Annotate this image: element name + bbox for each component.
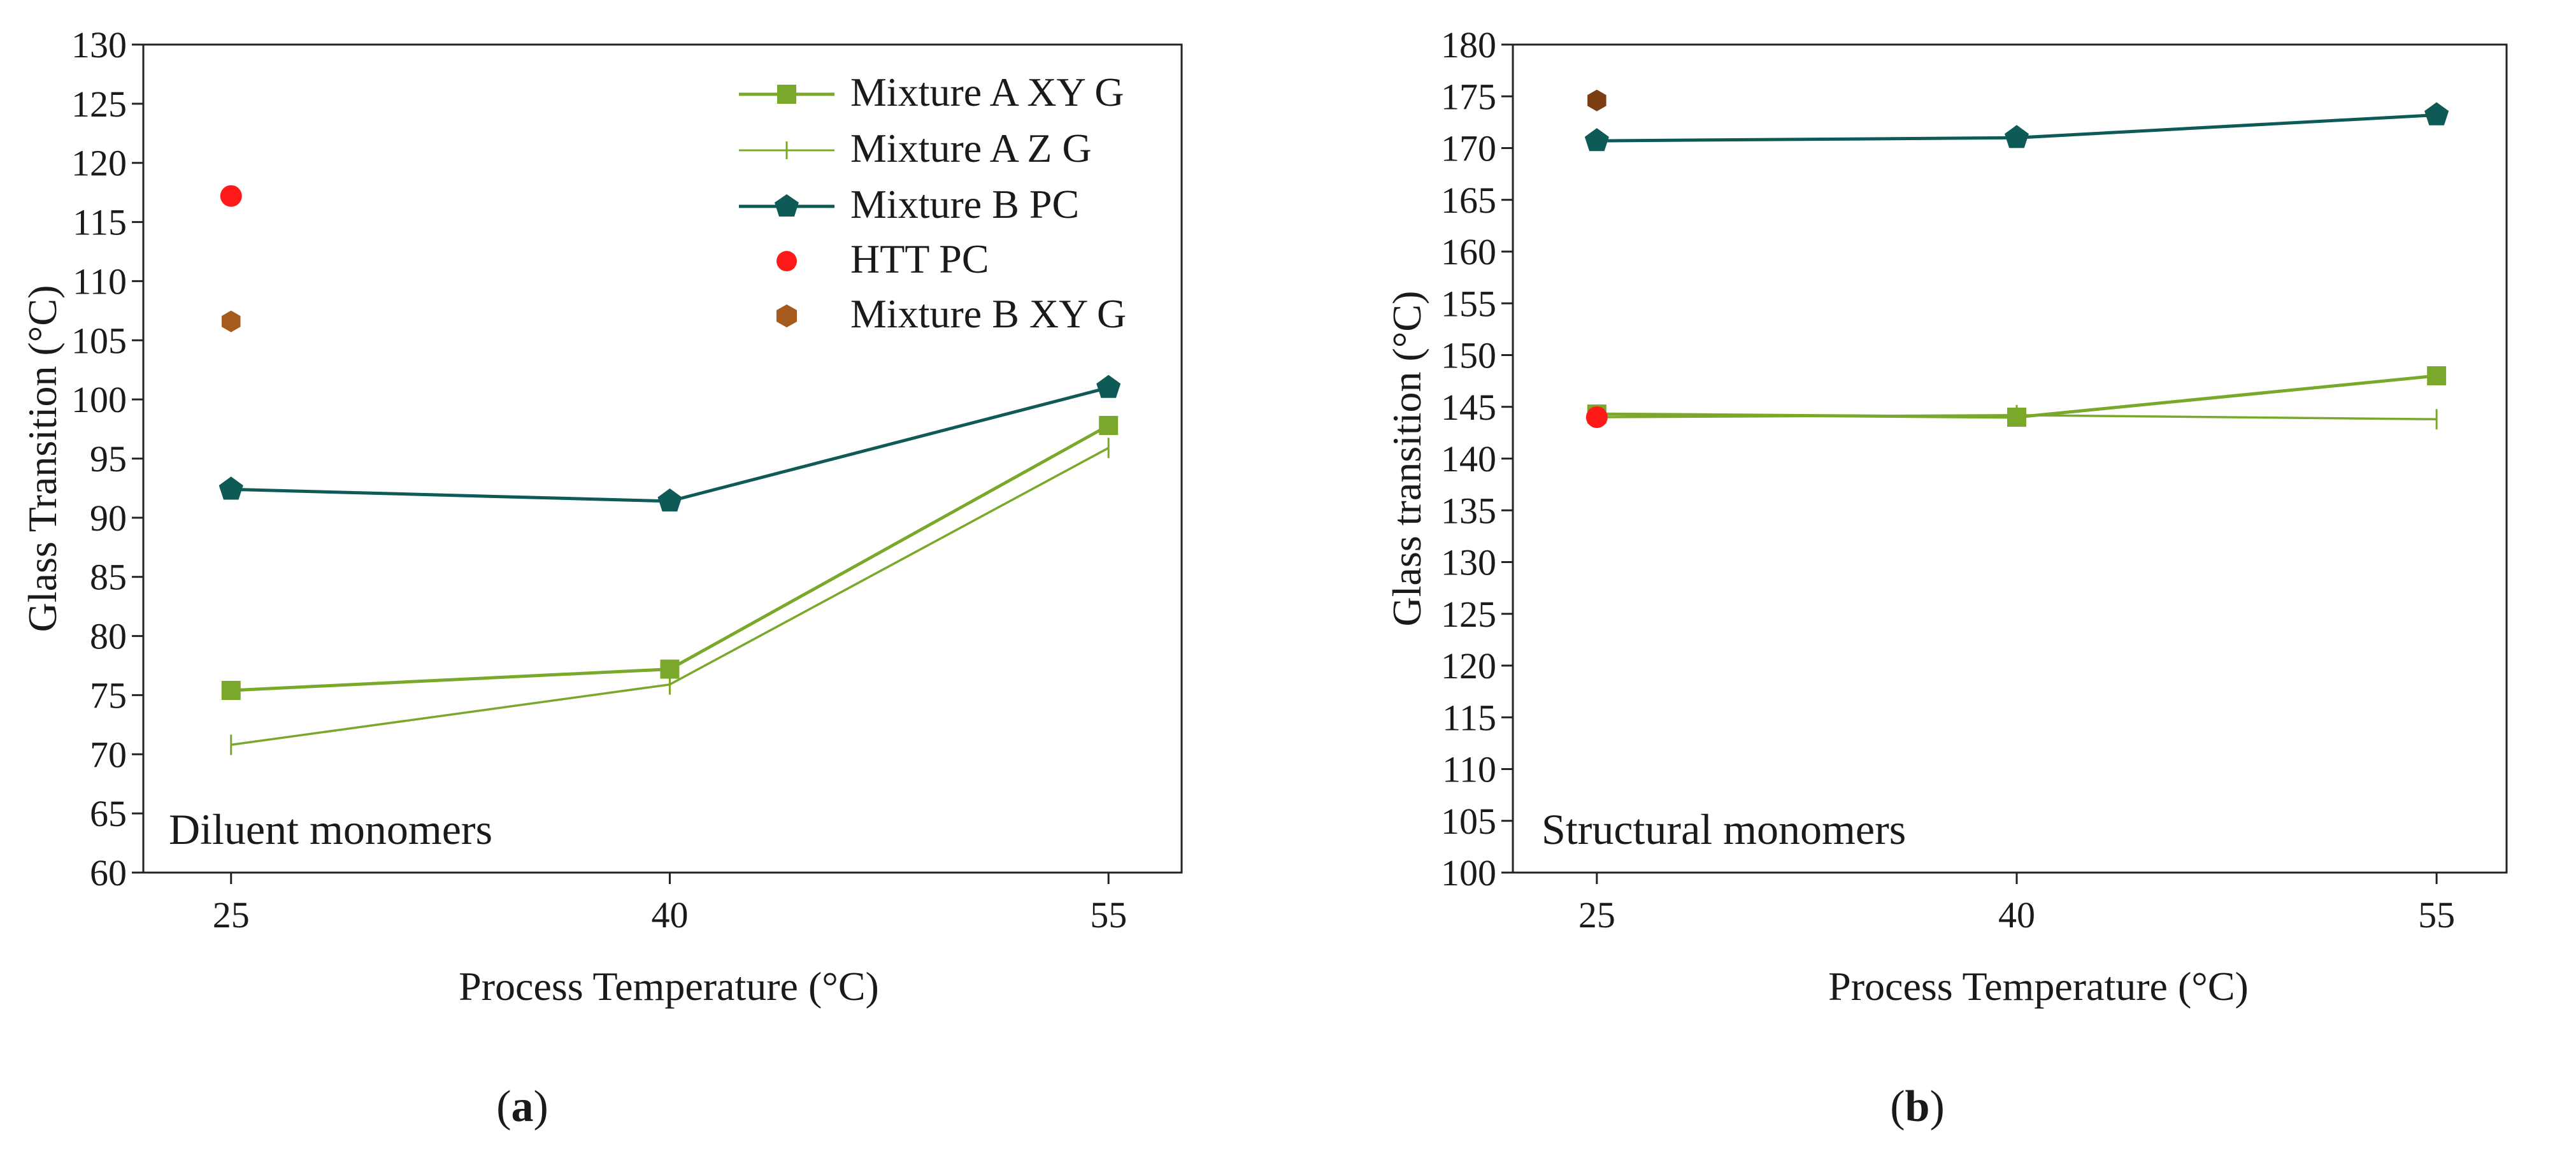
y-tick-label: 175 [1441, 76, 1496, 117]
data-point [222, 310, 241, 332]
y-tick-label: 130 [71, 24, 127, 66]
panel-annotation: Diluent monomers [169, 805, 492, 853]
legend-entry-mixture-a-z-g: Mixture A Z G [739, 125, 1092, 171]
y-tick-label: 155 [1441, 283, 1496, 324]
legend-entry-mixture-b-xy-g: Mixture B XY G [776, 291, 1126, 336]
series-mixture-b-pc [218, 375, 1121, 511]
y-tick-label: 85 [90, 557, 127, 598]
chart-panel-a: 60 65 70 75 80 85 90 95 100 105 110 115 120 125 130 25… [20, 24, 1183, 1131]
data-point [2427, 366, 2447, 385]
panel-label: (b) [1890, 1082, 1945, 1131]
series-layer [1584, 89, 2449, 430]
y-tick-label: 150 [1441, 335, 1496, 376]
y-tick-label: 140 [1441, 438, 1496, 480]
y-tick-label: 105 [71, 320, 127, 361]
legend-entry-htt-pc: HTT PC [776, 236, 989, 282]
legend-entry-mixture-b-pc: Mixture B PC [739, 182, 1079, 227]
y-axis-ticks: 60 65 70 75 80 85 90 95 100 105 110 115 120 125 130 [71, 24, 143, 894]
y-tick-label: 100 [71, 379, 127, 420]
legend-label: Mixture B XY G [850, 291, 1126, 336]
legend-label: Mixture A Z G [850, 125, 1092, 171]
series-mixture-b-pc [1584, 102, 2449, 152]
legend: Mixture A XY G Mixture A Z G Mixture B P… [739, 69, 1126, 336]
series-mixture-a-z-g [230, 438, 1110, 755]
y-tick-label: 90 [90, 497, 127, 539]
x-axis-ticks: 25 40 55 [213, 873, 1127, 936]
x-tick-label: 55 [2418, 894, 2455, 936]
data-point [221, 681, 241, 700]
x-tick-label: 55 [1090, 894, 1127, 936]
y-tick-label: 95 [90, 438, 127, 480]
series-htt-pc [220, 185, 242, 207]
data-point [1099, 416, 1119, 435]
y-tick-label: 115 [73, 202, 127, 243]
y-tick-label: 60 [90, 852, 127, 894]
y-tick-label: 110 [73, 260, 127, 302]
data-point [1587, 89, 1606, 111]
x-axis-ticks: 25 40 55 [1578, 873, 2455, 936]
y-tick-label: 120 [1441, 645, 1496, 687]
y-tick-label: 125 [71, 83, 127, 125]
x-tick-label: 40 [1998, 894, 2035, 936]
y-axis-ticks: 100 105 110 115 120 125 130 135 140 145 150 155 160 1… [1441, 24, 1513, 894]
data-point [1585, 406, 1608, 428]
data-point [657, 488, 682, 511]
series-layer [218, 185, 1121, 755]
x-tick-label: 25 [213, 894, 250, 936]
y-tick-label: 130 [1441, 542, 1496, 583]
data-point [2424, 102, 2449, 125]
series-htt-pc [1585, 406, 1608, 428]
y-tick-label: 180 [1441, 24, 1496, 66]
y-tick-label: 115 [1442, 697, 1496, 738]
data-point [220, 185, 242, 207]
y-tick-label: 125 [1441, 594, 1496, 635]
y-tick-label: 170 [1441, 128, 1496, 169]
legend-label: HTT PC [850, 236, 989, 282]
x-axis-label: Process Temperature (°C) [459, 964, 879, 1009]
data-point [218, 476, 243, 500]
series-mixture-b-xy-g [1587, 89, 1606, 111]
legend-label: Mixture B PC [850, 182, 1079, 227]
legend-entry-mixture-a-xy-g: Mixture A XY G [739, 69, 1124, 115]
legend-label: Mixture A XY G [850, 69, 1124, 115]
y-tick-label: 65 [90, 793, 127, 834]
y-tick-label: 70 [90, 734, 127, 775]
y-tick-label: 100 [1441, 852, 1496, 894]
series-mixture-a-xy-g [221, 416, 1119, 700]
x-tick-label: 25 [1578, 894, 1615, 936]
data-point [1096, 375, 1121, 398]
y-tick-label: 145 [1441, 387, 1496, 428]
panel-annotation: Structural monomers [1542, 805, 1906, 853]
y-tick-label: 110 [1442, 749, 1496, 790]
y-tick-label: 105 [1441, 801, 1496, 842]
panel-label: (a) [496, 1082, 548, 1131]
data-point [2005, 125, 2029, 148]
y-axis-label: Glass Transition (°C) [20, 285, 65, 632]
y-tick-label: 80 [90, 616, 127, 657]
x-axis-label: Process Temperature (°C) [1828, 964, 2249, 1009]
y-tick-label: 160 [1441, 231, 1496, 273]
data-point [1584, 128, 1609, 152]
y-axis-label: Glass transition (°C) [1384, 291, 1429, 627]
y-tick-label: 135 [1441, 490, 1496, 531]
y-tick-label: 120 [71, 143, 127, 184]
series-mixture-b-xy-g [222, 310, 241, 332]
y-tick-label: 165 [1441, 180, 1496, 221]
y-tick-label: 75 [90, 674, 127, 716]
chart-panel-b: 100 105 110 115 120 125 130 135 140 145 150 155 160 1… [1384, 24, 2508, 1131]
x-tick-label: 40 [651, 894, 688, 936]
